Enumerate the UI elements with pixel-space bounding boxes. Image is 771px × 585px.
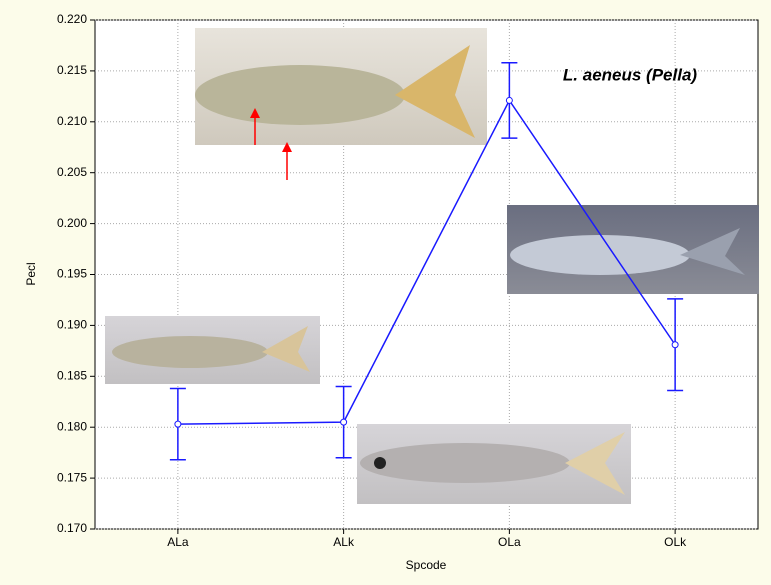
x-tick-label: OLa (498, 535, 521, 549)
y-tick-label: 0.190 (57, 318, 87, 332)
photo (507, 205, 759, 294)
photo (357, 424, 631, 504)
point (671, 341, 679, 349)
point (174, 420, 182, 428)
x-axis-label: Spcode (406, 558, 447, 572)
y-tick-label: 0.180 (57, 419, 87, 433)
y-tick-label: 0.200 (57, 216, 87, 230)
point (505, 96, 513, 104)
x-tick-label: ALa (167, 535, 189, 549)
y-axis-label: Pecl (24, 262, 38, 285)
y-tick-label: 0.210 (57, 114, 87, 128)
y-tick-label: 0.185 (57, 368, 87, 382)
annotation: L. aeneus (Pella) (563, 65, 697, 84)
x-tick-label: ALk (333, 535, 355, 549)
series-line (177, 98, 676, 425)
y-tick-label: 0.215 (57, 63, 87, 77)
y-tick-label: 0.220 (57, 12, 87, 26)
photo (105, 316, 320, 384)
x-tick-label: OLk (664, 535, 687, 549)
photo (195, 28, 487, 180)
point (340, 418, 348, 426)
y-tick-label: 0.175 (57, 470, 87, 484)
y-tick-label: 0.195 (57, 267, 87, 281)
y-tick-label: 0.170 (57, 521, 87, 535)
y-tick-label: 0.205 (57, 165, 87, 179)
